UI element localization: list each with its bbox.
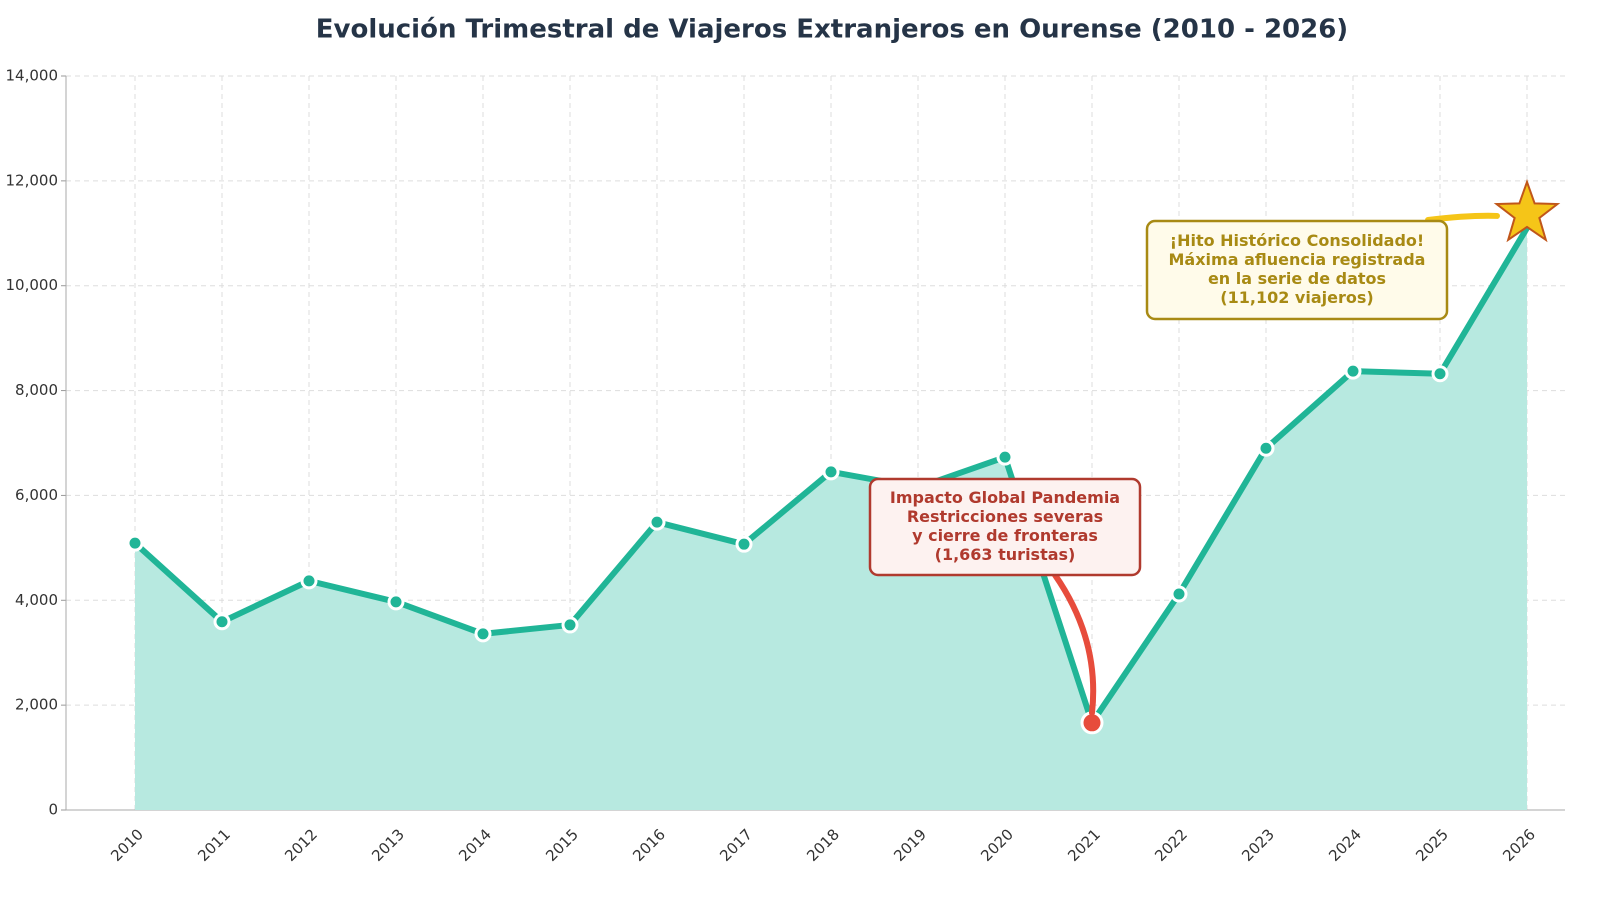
- x-tick-label: 2021: [1064, 825, 1104, 865]
- chart-title: Evolución Trimestral de Viajeros Extranj…: [316, 15, 1348, 45]
- area: [135, 227, 1527, 811]
- point: [822, 463, 840, 481]
- point: [735, 535, 753, 553]
- y-tick-label: 0: [48, 801, 58, 819]
- annotation-box: [1145, 219, 1449, 321]
- annotation-arrow: [1425, 212, 1500, 223]
- peak-star: [1493, 178, 1561, 243]
- point: [213, 613, 231, 631]
- point: [474, 625, 492, 643]
- x-tick-label: 2010: [107, 825, 147, 865]
- annotation-text: Máxima afluencia registrada: [1169, 250, 1426, 269]
- y-tick-label: 10,000: [6, 276, 59, 294]
- x-tick-label: 2022: [1151, 825, 1191, 865]
- point: [1431, 365, 1449, 383]
- x-tick-label: 2020: [977, 825, 1017, 865]
- point: [126, 534, 144, 552]
- x-tick-label: 2012: [281, 825, 321, 865]
- point: [1170, 585, 1188, 603]
- x-tick-label: 2024: [1325, 825, 1365, 865]
- x-tick-label: 2017: [716, 825, 756, 865]
- point: [300, 572, 318, 590]
- x-tick-label: 2026: [1499, 825, 1539, 865]
- y-tick-label: 8,000: [15, 381, 58, 399]
- annotation-text: (11,102 viajeros): [1220, 288, 1373, 307]
- x-tick-label: 2023: [1238, 825, 1278, 865]
- point: [1257, 439, 1275, 457]
- annotation-text: en la serie de datos: [1208, 269, 1386, 288]
- y-tick-label: 2,000: [15, 696, 58, 714]
- annotation-box: [868, 477, 1142, 577]
- annotation-text: (1,663 turistas): [935, 545, 1076, 564]
- x-tick-label: 2013: [368, 825, 408, 865]
- annotation-text: Restricciones severas: [907, 507, 1103, 526]
- low-point: [1080, 711, 1104, 735]
- x-tick-label: 2018: [803, 825, 843, 865]
- point: [1344, 362, 1362, 380]
- y-tick-label: 4,000: [15, 591, 58, 609]
- x-tick-label: 2025: [1412, 825, 1452, 865]
- point: [387, 593, 405, 611]
- point: [996, 448, 1014, 466]
- annotation-text: Impacto Global Pandemia: [890, 488, 1120, 507]
- annotation-text: y cierre de fronteras: [912, 526, 1098, 545]
- x-tick-label: 2019: [890, 825, 930, 865]
- x-tick-label: 2015: [542, 825, 582, 865]
- x-tick-label: 2011: [194, 825, 234, 865]
- y-tick-label: 12,000: [6, 171, 59, 189]
- annotation-arrow: [1052, 572, 1097, 716]
- y-tick-label: 14,000: [6, 67, 59, 85]
- x-tick-label: 2014: [455, 825, 495, 865]
- point: [561, 616, 579, 634]
- point: [648, 513, 666, 531]
- annotation-text: ¡Hito Histórico Consolidado!: [1170, 231, 1424, 250]
- y-tick-label: 6,000: [15, 486, 58, 504]
- x-tick-label: 2016: [629, 825, 669, 865]
